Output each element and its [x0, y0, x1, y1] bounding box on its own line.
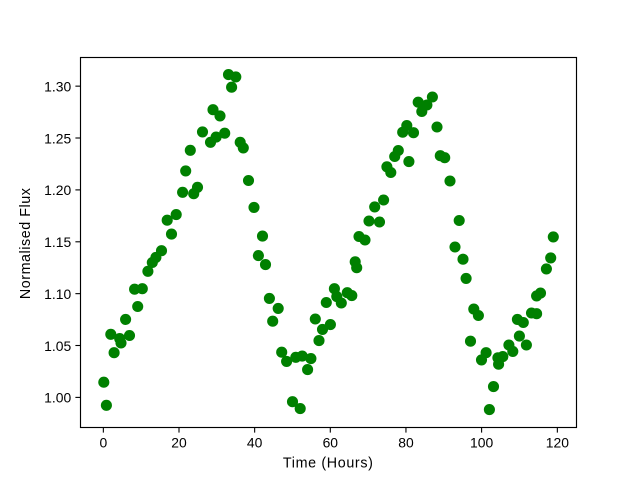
svg-text:Time (Hours): Time (Hours): [283, 456, 373, 472]
svg-text:120: 120: [546, 435, 569, 451]
svg-text:Normalised Flux: Normalised Flux: [18, 188, 34, 299]
svg-text:1.20: 1.20: [44, 182, 71, 198]
svg-text:1.30: 1.30: [44, 78, 71, 94]
svg-text:20: 20: [171, 435, 187, 451]
svg-text:1.15: 1.15: [44, 234, 71, 250]
svg-text:1.10: 1.10: [44, 286, 71, 302]
svg-text:1.25: 1.25: [44, 130, 71, 146]
svg-text:1.05: 1.05: [44, 338, 71, 354]
svg-text:40: 40: [247, 435, 263, 451]
svg-text:60: 60: [323, 435, 339, 451]
svg-text:80: 80: [398, 435, 414, 451]
svg-text:0: 0: [99, 435, 107, 451]
svg-text:1.00: 1.00: [44, 390, 71, 406]
svg-text:100: 100: [470, 435, 493, 451]
